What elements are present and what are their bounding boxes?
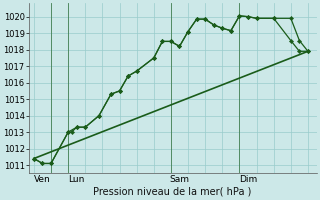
X-axis label: Pression niveau de la mer( hPa ): Pression niveau de la mer( hPa )	[93, 187, 252, 197]
